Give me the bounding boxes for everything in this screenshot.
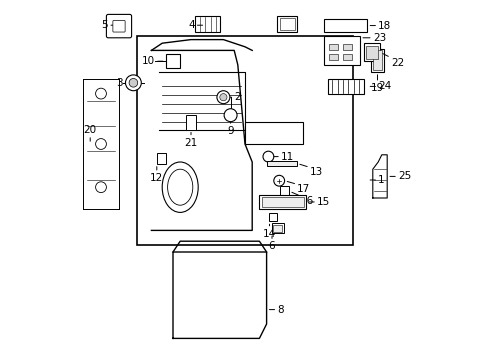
Bar xyxy=(280,186,289,196)
Circle shape xyxy=(96,182,106,193)
Bar xyxy=(280,18,295,30)
Text: 22: 22 xyxy=(391,58,404,68)
Text: 5: 5 xyxy=(101,20,108,30)
Bar xyxy=(277,16,297,32)
Text: 13: 13 xyxy=(310,167,323,177)
Ellipse shape xyxy=(168,169,193,205)
Text: 10: 10 xyxy=(142,56,155,66)
Bar xyxy=(245,122,303,144)
Circle shape xyxy=(263,151,274,162)
Bar xyxy=(267,161,297,166)
FancyBboxPatch shape xyxy=(106,14,132,38)
Text: 19: 19 xyxy=(371,83,384,93)
Bar xyxy=(273,225,282,232)
Text: 2: 2 xyxy=(234,92,241,102)
Circle shape xyxy=(220,94,227,101)
Circle shape xyxy=(125,75,141,91)
Circle shape xyxy=(274,175,285,186)
Circle shape xyxy=(129,78,138,87)
Bar xyxy=(259,195,306,209)
Bar xyxy=(272,223,284,233)
Bar xyxy=(343,44,352,50)
Text: 6: 6 xyxy=(269,241,275,251)
Polygon shape xyxy=(373,155,387,198)
Text: 17: 17 xyxy=(297,184,311,194)
Circle shape xyxy=(96,88,106,99)
Text: 21: 21 xyxy=(184,138,197,148)
Polygon shape xyxy=(151,50,252,230)
Bar xyxy=(195,16,220,32)
Ellipse shape xyxy=(162,162,198,212)
Text: 24: 24 xyxy=(378,81,392,91)
Bar xyxy=(364,43,380,61)
FancyBboxPatch shape xyxy=(113,21,125,32)
Text: 11: 11 xyxy=(281,152,294,162)
Text: 12: 12 xyxy=(150,173,164,183)
Bar xyxy=(366,46,378,59)
Text: 1: 1 xyxy=(378,175,385,185)
Bar xyxy=(343,54,352,60)
Circle shape xyxy=(224,109,237,122)
Bar xyxy=(157,153,166,164)
Text: 16: 16 xyxy=(301,196,314,206)
Text: 7: 7 xyxy=(283,20,290,30)
Bar xyxy=(373,50,382,70)
Bar xyxy=(262,197,304,207)
Bar xyxy=(186,115,196,130)
Text: 23: 23 xyxy=(373,33,386,43)
Text: 9: 9 xyxy=(227,126,234,136)
Text: 20: 20 xyxy=(84,125,97,135)
Bar xyxy=(324,19,368,32)
Bar xyxy=(329,54,338,60)
Bar xyxy=(137,36,353,245)
Circle shape xyxy=(217,91,230,104)
Text: 15: 15 xyxy=(317,197,330,207)
Bar xyxy=(270,213,277,221)
Bar xyxy=(166,54,180,68)
Bar xyxy=(371,49,384,72)
Text: 3: 3 xyxy=(116,78,122,88)
Text: 8: 8 xyxy=(277,305,284,315)
Circle shape xyxy=(96,139,106,149)
Bar xyxy=(324,36,360,65)
Bar xyxy=(329,44,338,50)
Text: 18: 18 xyxy=(378,21,392,31)
Bar xyxy=(328,79,364,94)
Text: 25: 25 xyxy=(398,171,411,181)
Text: 4: 4 xyxy=(188,20,195,30)
Text: 14: 14 xyxy=(263,229,276,239)
